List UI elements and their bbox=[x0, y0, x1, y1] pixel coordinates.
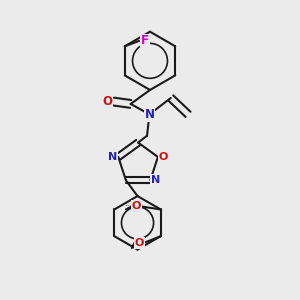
Text: O: O bbox=[102, 95, 112, 108]
Text: O: O bbox=[159, 152, 168, 162]
Text: F: F bbox=[141, 34, 149, 47]
Text: N: N bbox=[144, 108, 154, 121]
Text: N: N bbox=[108, 152, 118, 162]
Text: O: O bbox=[135, 238, 144, 248]
Text: N: N bbox=[151, 175, 160, 185]
Text: methoxy: methoxy bbox=[126, 205, 132, 206]
Text: O: O bbox=[132, 201, 141, 211]
